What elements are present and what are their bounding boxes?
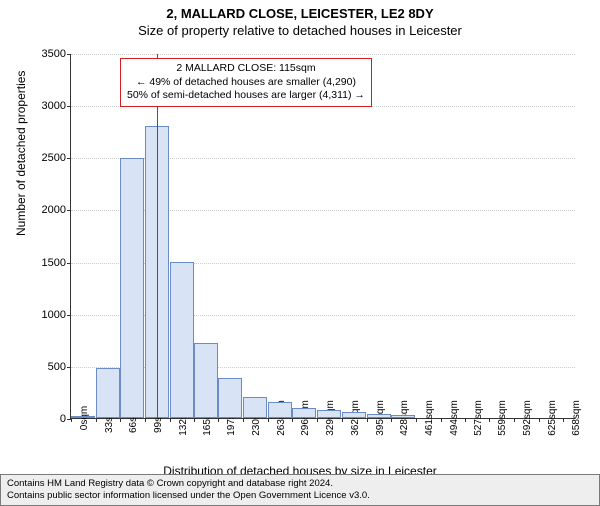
histogram-bar: [292, 408, 316, 418]
annotation-line: 2 MALLARD CLOSE: 115sqm: [127, 62, 365, 76]
histogram-bar: [170, 262, 194, 418]
histogram-bar: [367, 414, 391, 418]
xtick: [563, 418, 564, 422]
xtick-label: 592sqm: [518, 400, 533, 436]
plot-region: 05001000150020002500300035000sqm33sqm66s…: [70, 54, 575, 419]
xtick: [243, 418, 244, 422]
histogram-bar: [120, 158, 144, 418]
gridline-h: [71, 54, 575, 55]
xtick: [367, 418, 368, 422]
ytick-label: 1000: [42, 309, 71, 321]
xtick: [342, 418, 343, 422]
xtick-label: 494sqm: [445, 400, 460, 436]
xtick: [489, 418, 490, 422]
ytick-label: 500: [48, 361, 71, 373]
xtick-label: 428sqm: [395, 400, 410, 436]
histogram-bar: [96, 368, 120, 418]
annotation-box: 2 MALLARD CLOSE: 115sqm← 49% of detached…: [120, 58, 372, 107]
xtick: [268, 418, 269, 422]
histogram-bar: [194, 343, 218, 418]
xtick-label: 658sqm: [567, 400, 582, 436]
chart-title-main: 2, MALLARD CLOSE, LEICESTER, LE2 8DY: [0, 6, 600, 21]
xtick: [96, 418, 97, 422]
xtick-label: 625sqm: [543, 400, 558, 436]
xtick-label: 296sqm: [296, 400, 311, 436]
histogram-bar: [268, 402, 292, 418]
histogram-bar: [243, 397, 267, 418]
ytick-label: 2000: [42, 204, 71, 216]
ytick-label: 1500: [42, 257, 71, 269]
xtick: [145, 418, 146, 422]
xtick-label: 395sqm: [371, 400, 386, 436]
xtick: [465, 418, 466, 422]
xtick: [71, 418, 72, 422]
ytick-label: 3500: [42, 48, 71, 60]
xtick-label: 527sqm: [469, 400, 484, 436]
xtick-label: 0sqm: [75, 406, 90, 430]
footer-line: Contains public sector information licen…: [7, 490, 593, 502]
footer-line: Contains HM Land Registry data © Crown c…: [7, 478, 593, 490]
xtick-label: 559sqm: [493, 400, 508, 436]
histogram-bar: [71, 416, 95, 418]
y-axis-label: Number of detached properties: [14, 71, 28, 236]
xtick: [391, 418, 392, 422]
xtick: [218, 418, 219, 422]
chart-area: 05001000150020002500300035000sqm33sqm66s…: [70, 54, 575, 419]
xtick: [292, 418, 293, 422]
annotation-line: ← 49% of detached houses are smaller (4,…: [127, 76, 365, 90]
xtick-label: 362sqm: [346, 400, 361, 436]
xtick-label: 329sqm: [321, 400, 336, 436]
annotation-line: 50% of semi-detached houses are larger (…: [127, 89, 365, 103]
xtick: [194, 418, 195, 422]
ytick-label: 0: [60, 413, 71, 425]
xtick: [539, 418, 540, 422]
ytick-label: 2500: [42, 152, 71, 164]
attribution-footer: Contains HM Land Registry data © Crown c…: [0, 474, 600, 506]
xtick: [416, 418, 417, 422]
histogram-bar: [391, 415, 415, 418]
property-marker-line: [157, 54, 158, 418]
histogram-bar: [317, 410, 341, 418]
xtick-label: 461sqm: [420, 400, 435, 436]
xtick: [441, 418, 442, 422]
chart-title-sub: Size of property relative to detached ho…: [0, 23, 600, 38]
xtick: [120, 418, 121, 422]
histogram-bar: [218, 378, 242, 418]
xtick: [514, 418, 515, 422]
ytick-label: 3000: [42, 100, 71, 112]
xtick: [170, 418, 171, 422]
xtick: [317, 418, 318, 422]
histogram-bar: [342, 412, 366, 418]
